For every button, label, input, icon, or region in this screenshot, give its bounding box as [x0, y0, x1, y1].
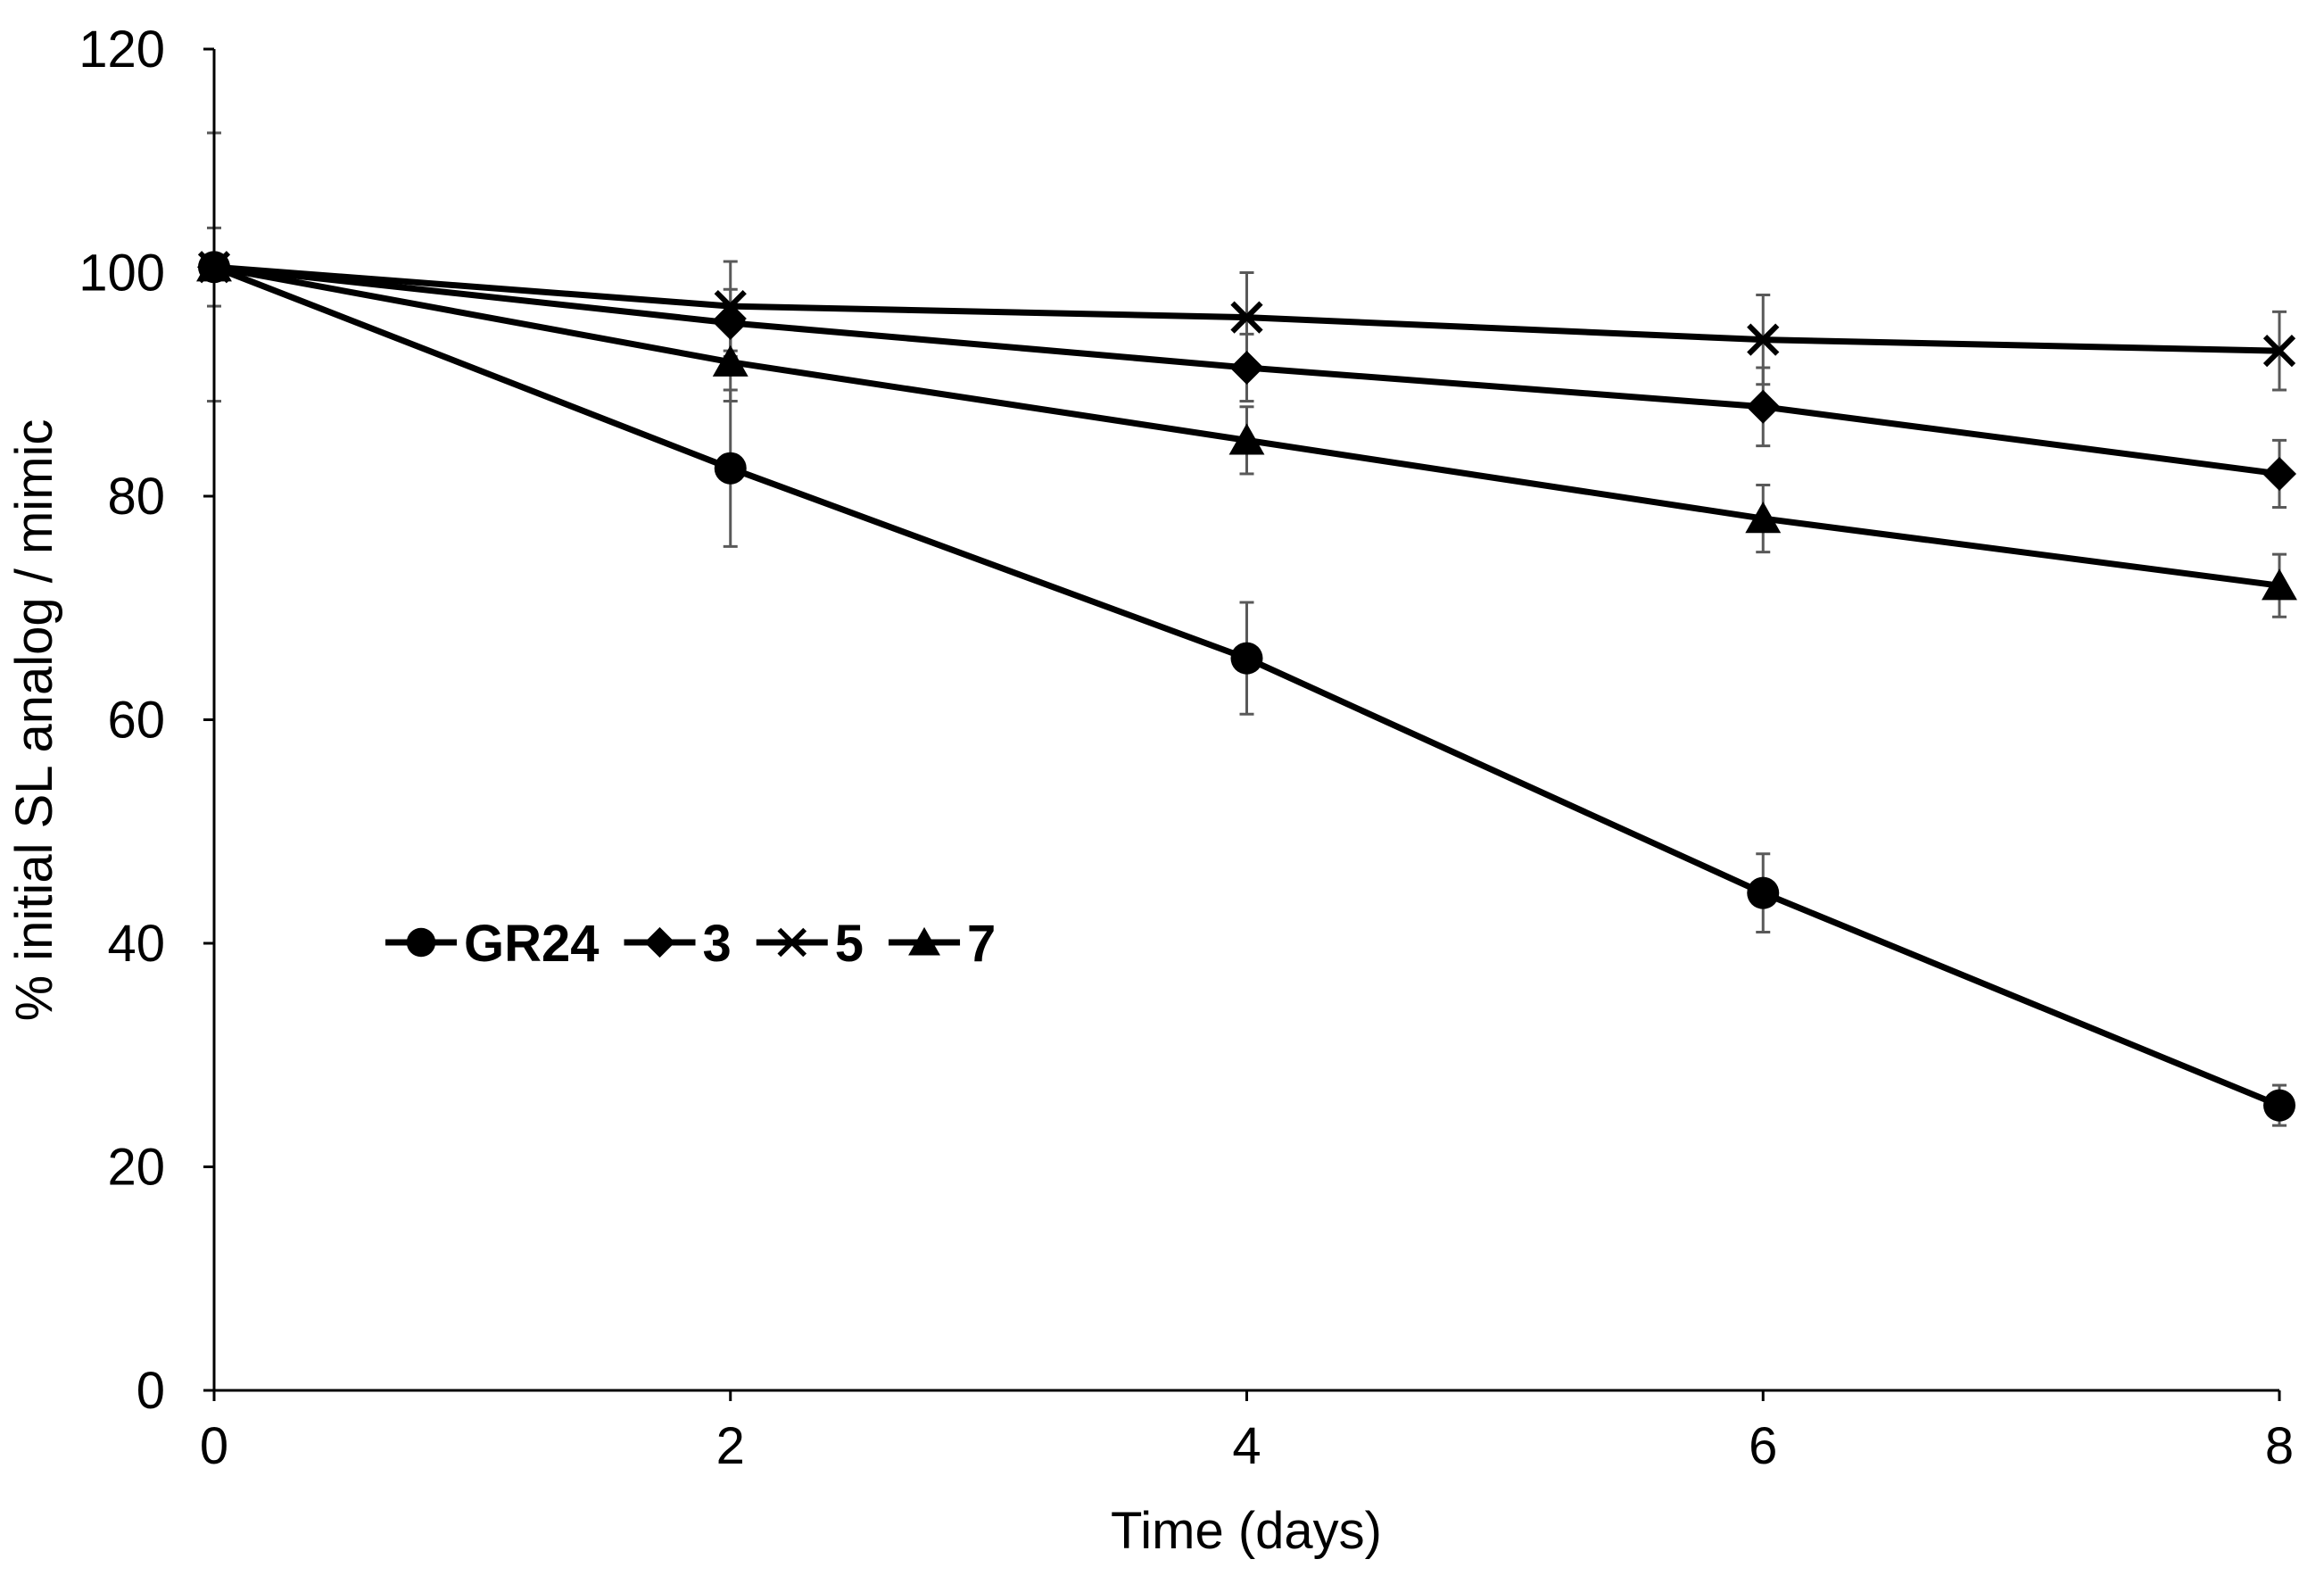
x-axis-title: Time (days) — [1111, 1502, 1382, 1560]
data-point-3 — [713, 305, 748, 340]
data-point-gr24 — [1230, 642, 1263, 675]
data-point-5 — [1230, 301, 1263, 334]
legend-label: GR24 — [464, 915, 600, 973]
data-point-5 — [714, 289, 747, 323]
legend-item-5: 5 — [756, 915, 864, 973]
y-tick-label: 20 — [107, 1139, 165, 1197]
legend-marker — [908, 926, 941, 956]
y-tick-label: 40 — [107, 915, 165, 973]
axes — [212, 49, 2279, 1392]
x-tick-labels: 0 2 4 6 8 — [200, 1390, 2294, 1475]
x-tick-label: 2 — [716, 1417, 745, 1475]
y-tick-label: 80 — [107, 468, 165, 526]
legend-marker — [406, 927, 436, 958]
legend-label: 3 — [703, 915, 732, 973]
data-point-5 — [1747, 323, 1780, 356]
legend-label: 5 — [835, 915, 864, 973]
data-point-7 — [1745, 502, 1782, 534]
x-tick-label: 6 — [1749, 1417, 1777, 1475]
x-tick-label: 0 — [200, 1417, 228, 1475]
legend-item-3: 3 — [624, 915, 732, 973]
legend-item-7: 7 — [889, 915, 996, 973]
legend-marker — [644, 926, 675, 958]
data-point-5 — [2262, 335, 2296, 368]
x-tick-label: 8 — [2265, 1417, 2294, 1475]
y-tick-label: 60 — [107, 692, 165, 750]
data-point-gr24 — [714, 452, 747, 485]
legend-item-gr24: GR24 — [385, 915, 600, 973]
legend-marker — [777, 927, 807, 958]
data-point-7 — [2262, 568, 2297, 601]
series-markers — [196, 250, 2297, 1122]
y-tick-label: 100 — [79, 245, 165, 303]
data-point-3 — [1229, 350, 1264, 385]
y-tick-label: 120 — [79, 21, 165, 79]
y-axis-title: % initial SL analog / mimic — [5, 419, 63, 1022]
data-point-3 — [1746, 389, 1781, 424]
data-point-gr24 — [2263, 1089, 2295, 1122]
y-tick-labels: 0 20 40 60 80 100 120 — [79, 21, 214, 1420]
data-point-7 — [1228, 423, 1265, 455]
data-point-3 — [2262, 456, 2296, 491]
x-tick-label: 4 — [1232, 1417, 1261, 1475]
data-point-7 — [712, 344, 748, 377]
y-tick-label: 0 — [136, 1362, 165, 1420]
legend-label: 7 — [967, 915, 996, 973]
data-point-gr24 — [1747, 876, 1780, 909]
legend: GR24 3 5 7 — [385, 915, 996, 973]
error-bars — [207, 131, 2287, 1127]
